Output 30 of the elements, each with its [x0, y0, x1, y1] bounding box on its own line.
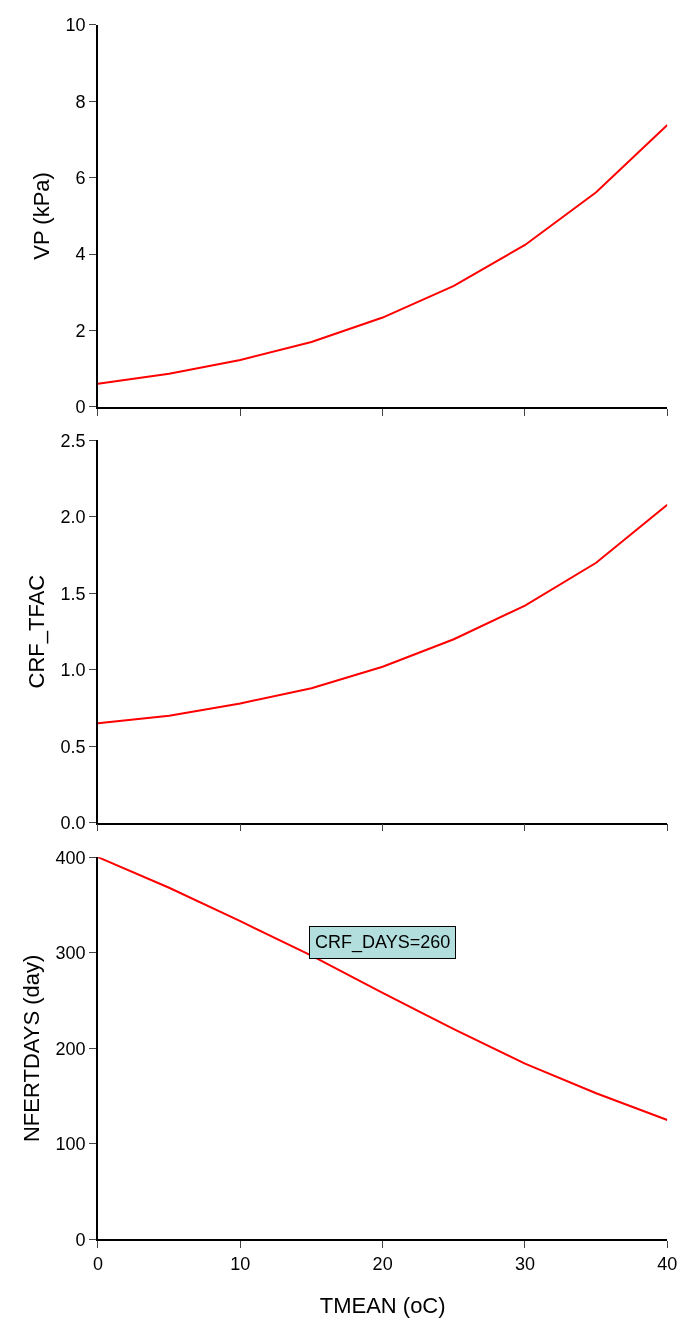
- y-tick-label: 0: [75, 397, 86, 418]
- line-series: [97, 123, 668, 385]
- y-tick-label: 0: [75, 1229, 86, 1250]
- line-series: [97, 503, 668, 725]
- annotation: CRF_DAYS=260: [315, 932, 451, 953]
- y-tick-label: 200: [55, 1038, 86, 1059]
- y-axis-title: VP (kPa): [28, 172, 54, 260]
- x-tick-label: 40: [657, 1253, 678, 1274]
- x-axis-title: TMEAN (oC): [319, 1293, 446, 1319]
- y-tick-label: 2.0: [60, 507, 86, 528]
- y-tick-label: 300: [55, 943, 86, 964]
- y-tick-label: 1.0: [60, 660, 86, 681]
- y-tick-label: 1.5: [60, 583, 86, 604]
- y-tick-label: 0.0: [60, 813, 86, 834]
- y-tick-label: 8: [75, 91, 86, 112]
- y-axis-title: CRF_TFAC: [23, 574, 49, 689]
- y-tick-label: 2.5: [60, 430, 86, 451]
- x-tick-label: 0: [92, 1253, 103, 1274]
- x-tick-label: 10: [230, 1253, 251, 1274]
- x-tick-label: 30: [514, 1253, 535, 1274]
- y-tick-label: 100: [55, 1134, 86, 1155]
- x-tick-label: 20: [372, 1253, 393, 1274]
- y-tick-label: 10: [65, 15, 86, 36]
- line-series: [97, 857, 668, 1121]
- y-tick-label: 400: [55, 847, 86, 868]
- y-tick-label: 2: [75, 320, 86, 341]
- y-tick-label: 6: [75, 167, 86, 188]
- y-tick-label: 0.5: [60, 736, 86, 757]
- y-tick-label: 4: [75, 244, 86, 265]
- y-axis-title: NFERTDAYS (day): [18, 954, 44, 1143]
